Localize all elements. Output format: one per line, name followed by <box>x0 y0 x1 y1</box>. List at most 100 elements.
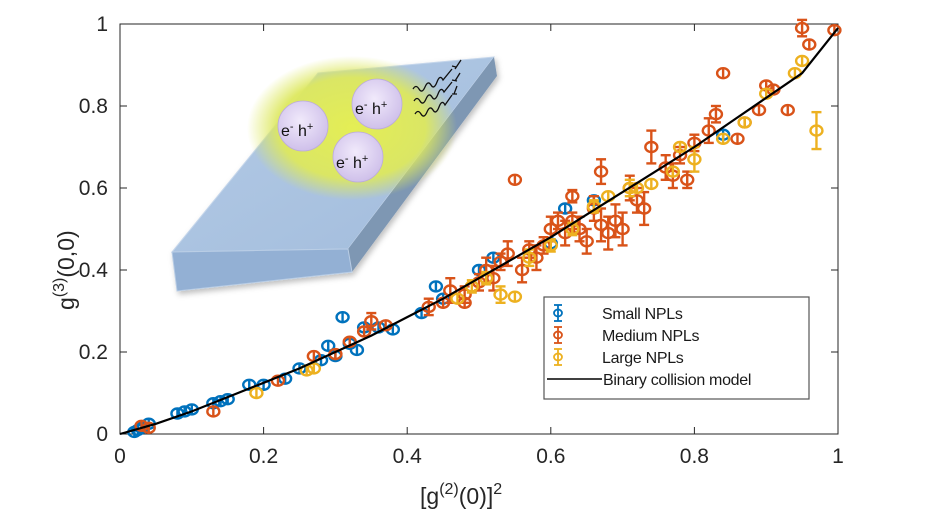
marker <box>708 107 724 121</box>
marker <box>827 23 842 37</box>
data-point <box>644 177 659 191</box>
exciton-label: e- h+ <box>336 153 368 172</box>
y-tick-label: 0.8 <box>79 95 108 118</box>
data-point <box>780 103 795 117</box>
marker <box>206 405 221 418</box>
data-point <box>802 38 817 51</box>
marker <box>428 280 444 293</box>
x-axis-label: [g(2)(0)]2 <box>420 481 502 509</box>
marker <box>701 124 716 137</box>
x-tick-label: 0 <box>114 445 126 468</box>
legend-box <box>543 296 810 400</box>
y-ticks: 0 0.2 0.4 0.6 0.8 1 <box>79 13 838 446</box>
data-point <box>794 18 810 38</box>
data-point <box>715 132 731 146</box>
y-tick-label: 0.6 <box>79 177 108 200</box>
data-point <box>701 117 716 145</box>
marker <box>514 263 530 277</box>
legend-marker-icon <box>553 326 563 344</box>
marker <box>794 21 810 35</box>
marker <box>565 189 580 203</box>
data-point <box>751 103 767 117</box>
marker <box>321 339 336 353</box>
legend: Small NPLs Medium NPLs Large NPLs Binary co… <box>543 296 810 400</box>
legend-label: Large NPLs <box>602 350 684 367</box>
emission-glow <box>247 56 457 200</box>
y-axis-label: g(3)(0,0) <box>51 230 79 310</box>
marker <box>593 165 609 178</box>
data-point <box>493 285 508 304</box>
marker <box>665 165 681 178</box>
data-point <box>507 173 523 187</box>
marker <box>450 292 465 305</box>
data-point <box>644 129 659 165</box>
marker <box>500 247 515 260</box>
marker <box>644 140 659 154</box>
marker <box>356 325 372 338</box>
marker <box>557 202 573 215</box>
photon-arrow-icon <box>412 59 462 117</box>
data-point <box>665 165 681 178</box>
marker <box>615 222 630 236</box>
legend-marker-icon <box>553 304 563 322</box>
y-tick-label: 0.2 <box>79 341 108 364</box>
marker <box>715 132 731 146</box>
data-point <box>428 280 444 293</box>
marker <box>809 124 824 137</box>
data-point <box>500 240 515 268</box>
marker <box>636 202 652 215</box>
marker <box>687 153 702 166</box>
data-point <box>349 343 365 357</box>
data-point <box>593 158 609 186</box>
data-point <box>737 116 752 129</box>
data-point <box>730 132 745 146</box>
legend-entry: Binary collision model <box>547 372 751 389</box>
legend-label: Medium NPLs <box>602 328 699 345</box>
marker <box>306 362 322 375</box>
marker <box>364 315 379 328</box>
legend-marker-icon <box>553 348 563 366</box>
exciton: e- h+ <box>277 100 329 152</box>
data-point <box>321 339 336 353</box>
marker <box>493 288 508 301</box>
x-tick-label: 0.2 <box>249 445 278 468</box>
exciton: e- h+ <box>332 131 384 183</box>
data-point <box>306 362 322 375</box>
marker <box>249 386 264 400</box>
x-tick-label: 0.8 <box>680 445 709 468</box>
legend-label: Binary collision model <box>603 372 751 389</box>
exciton-label: e- h+ <box>355 99 387 118</box>
marker <box>270 374 286 387</box>
marker <box>349 343 365 357</box>
marker <box>335 310 350 324</box>
data-point <box>794 54 810 68</box>
data-point <box>809 110 824 151</box>
marker <box>644 177 659 191</box>
marker <box>242 378 257 391</box>
x-tick-label: 0.6 <box>536 445 565 468</box>
marker <box>507 290 523 303</box>
data-point <box>565 188 580 204</box>
marker <box>780 103 795 117</box>
exciton: e- h+ <box>351 78 403 130</box>
legend-entry: Large NPLs <box>553 348 684 367</box>
data-point <box>206 405 221 418</box>
y-tick-label: 1 <box>96 13 108 36</box>
marker <box>507 173 523 187</box>
slab-front-face <box>171 248 353 292</box>
marker <box>715 66 731 80</box>
legend-label: Small NPLs <box>602 306 683 323</box>
marker <box>672 140 688 154</box>
x-tick-label: 0.4 <box>393 445 423 468</box>
marker <box>730 132 745 146</box>
marker <box>579 235 594 248</box>
data-point <box>507 290 523 303</box>
legend-entry: Medium NPLs <box>553 326 700 345</box>
data-point <box>687 145 702 173</box>
y-tick-label: 0 <box>96 423 108 446</box>
legend-entry: Small NPLs <box>553 304 683 323</box>
x-tick-label: 1 <box>832 445 844 468</box>
data-point <box>356 325 372 338</box>
data-point <box>708 104 724 124</box>
